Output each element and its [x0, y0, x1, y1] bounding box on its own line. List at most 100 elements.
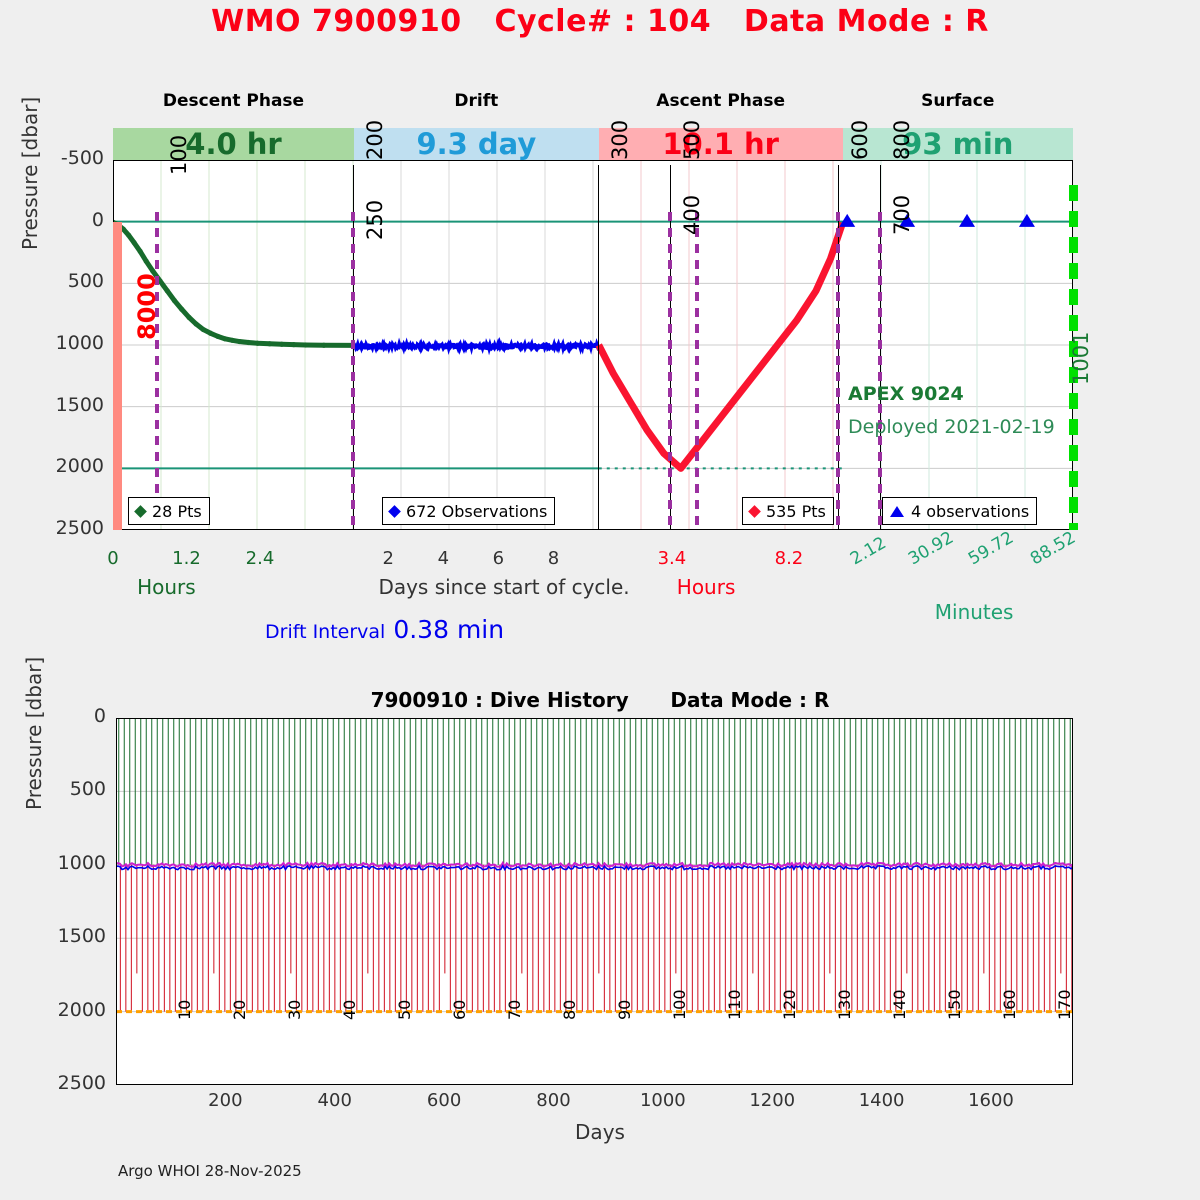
top-x-axis-name-2: Hours — [676, 575, 736, 599]
cycle-label-100: 100 — [670, 989, 690, 1020]
bottom-y-tick-5: 2500 — [57, 1072, 106, 1094]
phase-duration-1: 9.3 day — [416, 127, 537, 161]
float-name-annotation: APEX 9024 — [848, 383, 964, 405]
dive-history-title: 7900910 : Dive History Data Mode : R — [370, 688, 830, 712]
cycle-label-50: 50 — [395, 999, 415, 1020]
event-dashed-line-1 — [351, 212, 356, 530]
top-y-tick-6: 2500 — [55, 517, 104, 539]
top-x-tick-3-3: 88.52 — [1026, 527, 1080, 570]
right-surface-bar — [1069, 184, 1078, 530]
legend-item-1: 672 Observations — [382, 497, 556, 525]
cycle-label-120: 120 — [780, 989, 800, 1020]
cycle-label-90: 90 — [615, 999, 635, 1020]
top-x-tick-0-1: 1.2 — [172, 548, 201, 569]
bottom-x-axis-label: Days — [575, 1120, 625, 1144]
legend-label-3: 4 observations — [911, 501, 1030, 521]
legend-item-2: 535 Pts — [742, 497, 834, 525]
bottom-x-tick-0: 200 — [208, 1090, 243, 1111]
top-x-tick-3-0: 2.12 — [847, 533, 890, 570]
bottom-x-tick-6: 1400 — [858, 1090, 905, 1111]
phase-duration-bar-3: 93 min — [842, 128, 1073, 160]
event-label-100: 100 — [166, 134, 191, 175]
event-label-700: 700 — [889, 194, 914, 235]
cycle-label-80: 80 — [560, 999, 580, 1020]
top-x-tick-2-1: 8.2 — [774, 548, 804, 569]
legend-label-0: 28 Pts — [152, 501, 202, 521]
event-label-250: 250 — [363, 199, 388, 240]
legend-marker-diamond-icon — [388, 504, 401, 518]
top-y-tick-1: 0 — [91, 208, 104, 231]
top-x-tick-1-3: 8 — [547, 548, 560, 569]
bottom-y-tick-3: 1500 — [57, 925, 106, 948]
bottom-x-tick-5: 1200 — [749, 1090, 796, 1111]
legend-label-2: 535 Pts — [766, 501, 826, 521]
event-dashed-line-3 — [695, 212, 700, 530]
cycle-label-140: 140 — [890, 989, 910, 1020]
phase-title-0: Descent Phase — [162, 91, 305, 111]
cycle-label-150: 150 — [945, 989, 965, 1020]
event-label-400: 400 — [680, 194, 705, 235]
event-tick-line-1 — [598, 165, 600, 530]
cycle-plot-svg — [113, 160, 1073, 530]
right-surface-bar-label: 1001 — [1069, 331, 1093, 385]
legend-marker-diamond-icon — [134, 504, 147, 518]
bottom-y-tick-0: 0 — [93, 705, 106, 727]
top-y-tick-4: 1500 — [55, 393, 104, 416]
bottom-y-tick-1: 500 — [69, 778, 106, 801]
bottom-y-tick-2: 1000 — [57, 851, 106, 874]
top-x-tick-3-2: 59.72 — [964, 527, 1017, 570]
cycle-plot-area — [113, 160, 1073, 530]
top-x-axis-name-0: Hours — [137, 575, 196, 599]
legend-item-3: 4 observations — [882, 497, 1038, 525]
phase-duration-2: 10.1 hr — [662, 127, 779, 161]
deploy-date-annotation: Deployed 2021-02-19 — [848, 416, 1055, 438]
top-x-tick-1-2: 6 — [492, 548, 505, 569]
left-pressure-bar — [113, 221, 122, 530]
top-x-axis-name-1: Days since start of cycle. — [378, 575, 630, 599]
top-y-tick-5: 2000 — [55, 455, 104, 478]
event-dashed-line-4 — [836, 212, 841, 530]
bottom-x-tick-2: 600 — [426, 1090, 462, 1111]
event-label-800: 800 — [889, 119, 914, 160]
top-x-axis-name-3: Minutes — [934, 600, 1014, 624]
cycle-label-30: 30 — [285, 999, 305, 1020]
page-title: WMO 7900910 Cycle# : 104 Data Mode : R — [211, 4, 989, 39]
phase-title-3: Surface — [921, 91, 995, 111]
event-label-200: 200 — [363, 119, 388, 160]
phase-duration-bar-1: 9.3 day — [353, 127, 599, 161]
legend-item-0: 28 Pts — [128, 497, 210, 525]
top-y-tick-3: 1000 — [55, 332, 104, 354]
cycle-label-40: 40 — [340, 999, 360, 1020]
top-x-tick-2-0: 3.4 — [657, 548, 687, 569]
top-y-tick-0: -500 — [60, 147, 104, 169]
event-dashed-line-5 — [877, 212, 882, 530]
phase-title-1: Drift — [454, 91, 499, 111]
bottom-y-tick-4: 2000 — [57, 998, 106, 1021]
footer-text: Argo WHOI 28-Nov-2025 — [118, 1162, 302, 1180]
top-x-tick-1-1: 4 — [437, 548, 450, 569]
legend-marker-triangle-icon — [890, 505, 904, 517]
phase-duration-0: 4.0 hr — [185, 127, 282, 161]
drift-interval-readout: Drift Interval 0.38 min — [265, 615, 504, 644]
cycle-label-60: 60 — [450, 999, 470, 1020]
drift-interval-value: 0.38 min — [393, 615, 505, 644]
bottom-x-tick-4: 1000 — [639, 1090, 686, 1111]
left-pressure-bar-label: 8000 — [133, 273, 161, 340]
event-dashed-line-0 — [154, 212, 159, 530]
legend-label-1: 672 Observations — [406, 501, 548, 521]
bottom-x-tick-7: 1600 — [968, 1090, 1014, 1111]
cycle-label-70: 70 — [505, 999, 525, 1020]
top-x-tick-0-2: 2.4 — [245, 548, 275, 569]
bottom-x-tick-3: 800 — [536, 1090, 571, 1111]
top-x-tick-1-0: 2 — [382, 548, 394, 569]
event-dashed-line-2 — [668, 212, 673, 530]
dive-history-svg — [116, 718, 1073, 1085]
bottom-x-tick-1: 400 — [317, 1090, 352, 1111]
cycle-label-160: 160 — [1000, 989, 1020, 1020]
phase-duration-bar-2: 10.1 hr — [598, 127, 843, 161]
top-x-tick-3-1: 30.92 — [904, 527, 957, 570]
phase-title-2: Ascent Phase — [656, 91, 786, 111]
event-label-300: 300 — [608, 119, 633, 160]
cycle-label-10: 10 — [175, 999, 195, 1020]
top-y-tick-2: 500 — [67, 270, 104, 293]
